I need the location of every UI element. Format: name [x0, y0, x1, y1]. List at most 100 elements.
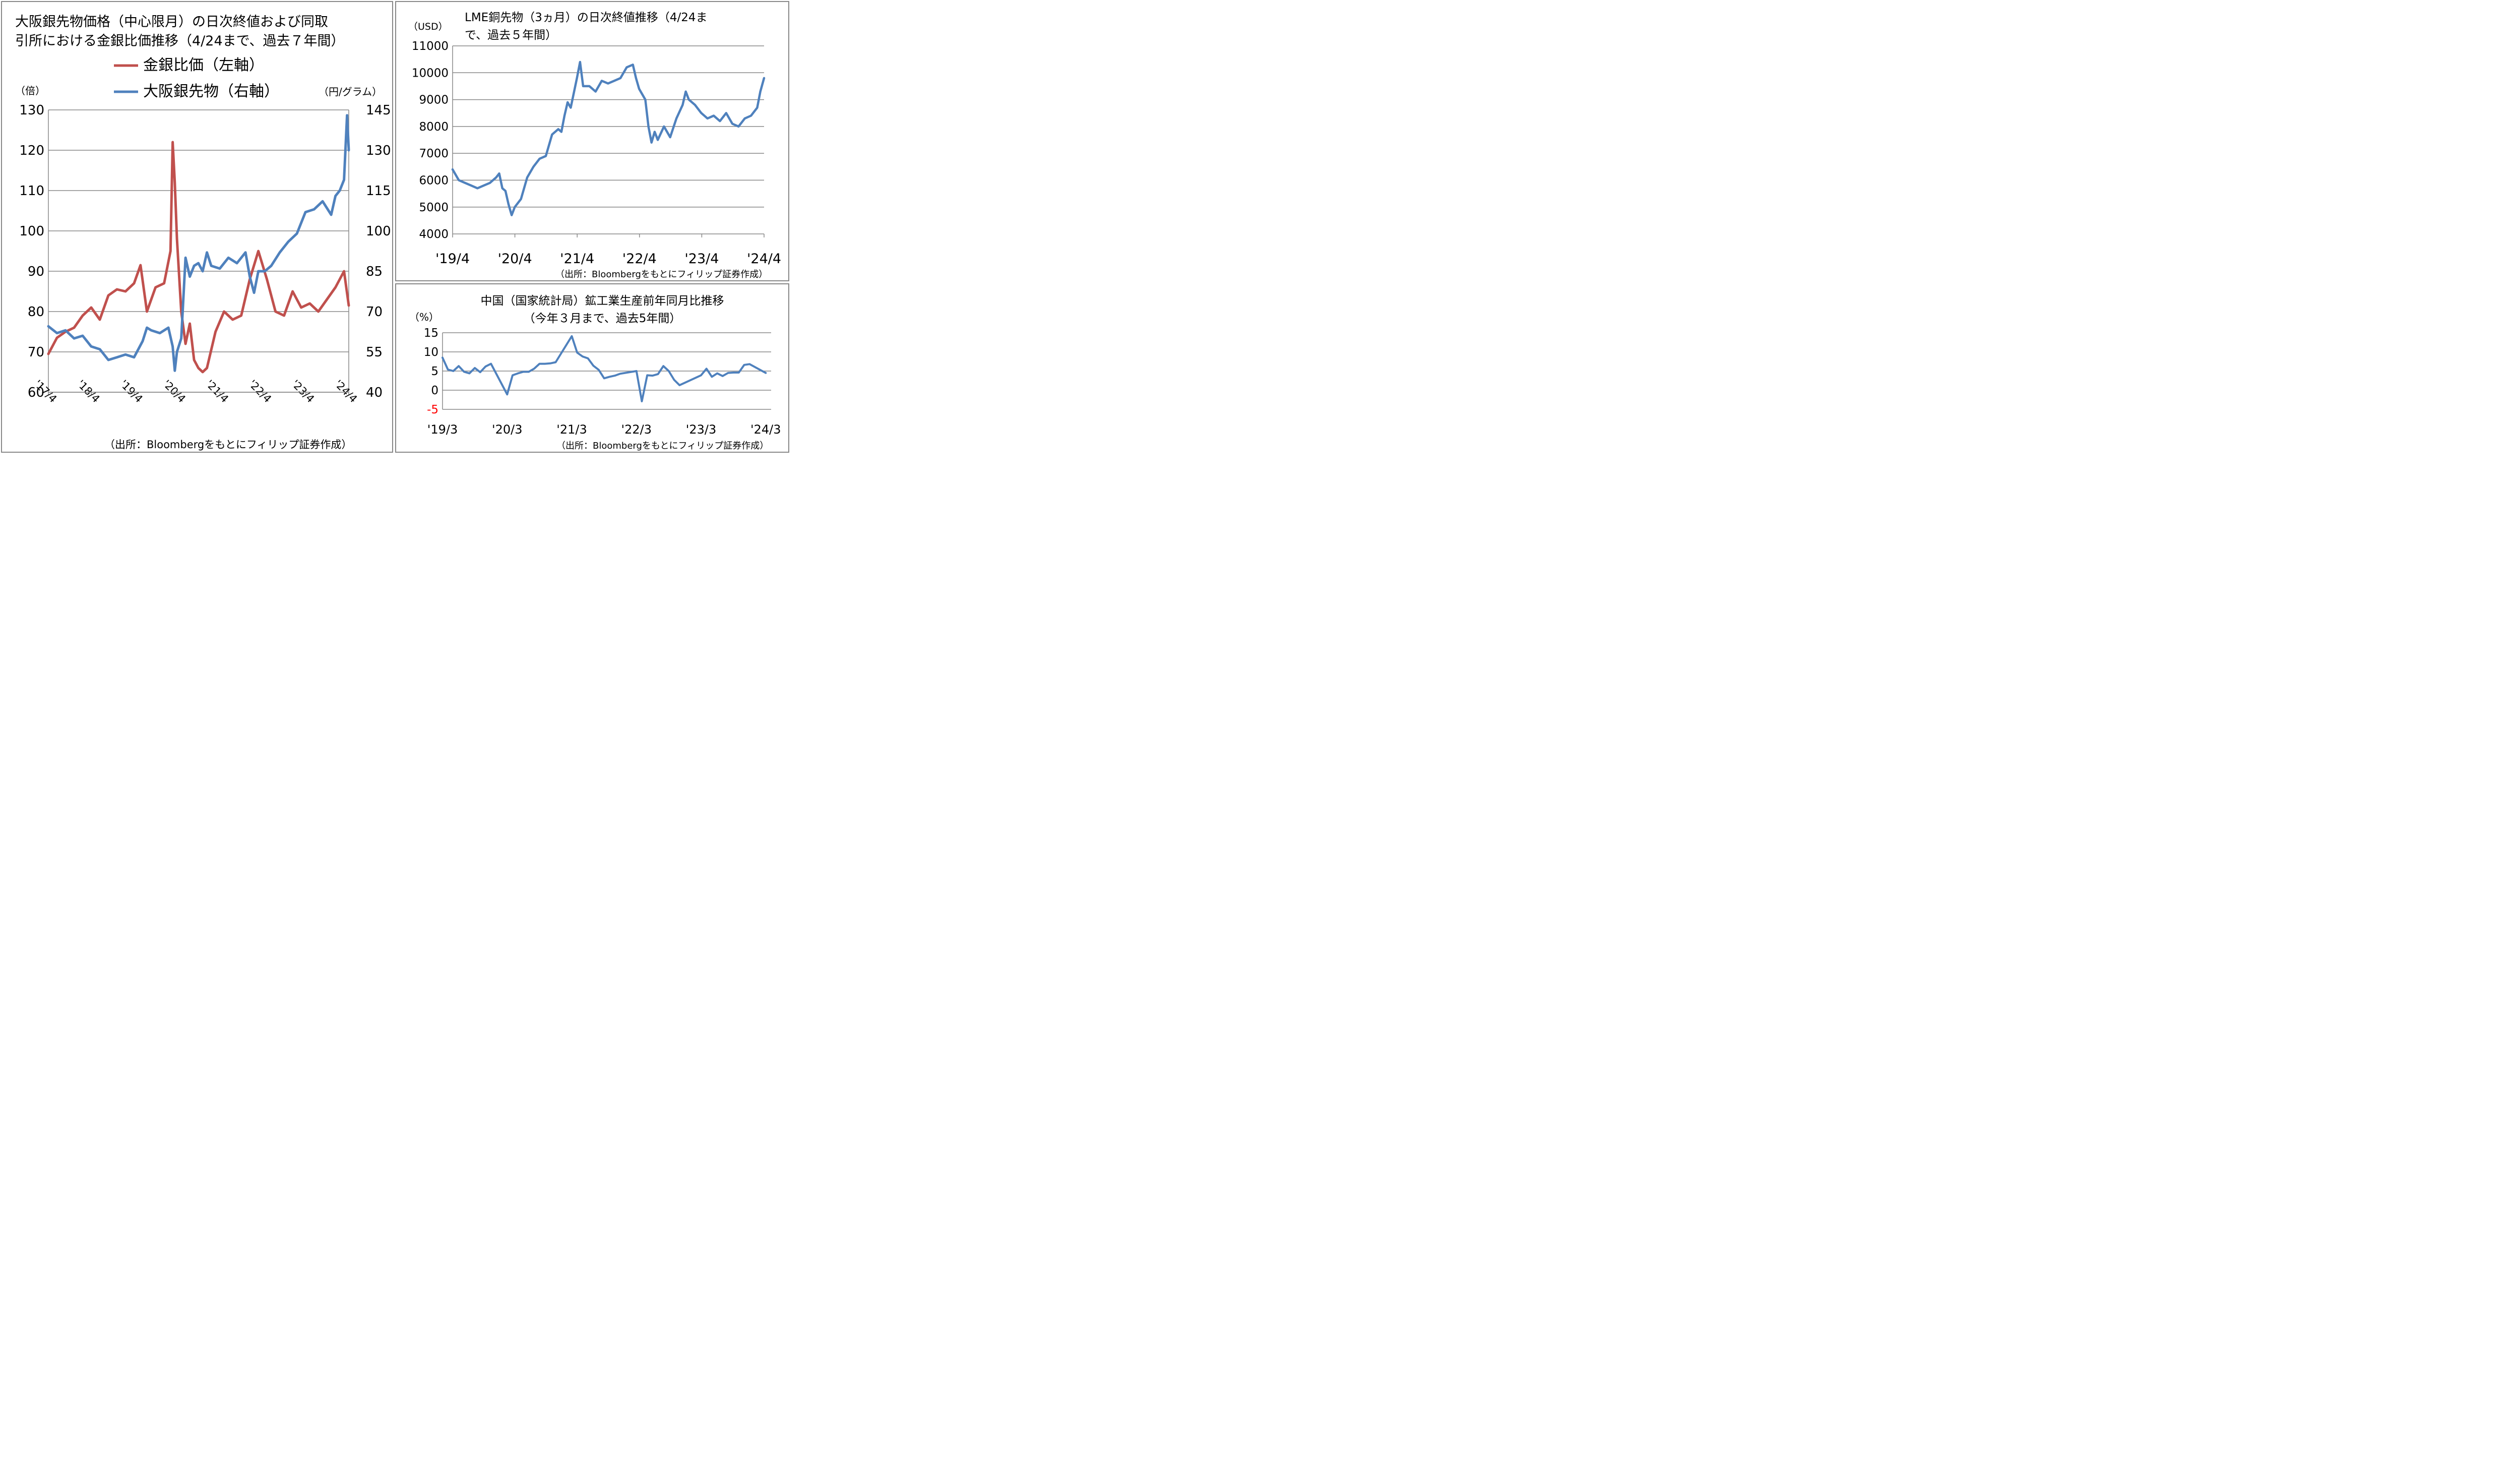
data-point	[557, 129, 559, 130]
x-tick-label: '24/3	[750, 422, 781, 437]
data-point	[189, 323, 191, 325]
data-point	[73, 338, 75, 339]
data-point	[206, 367, 208, 369]
data-point	[483, 185, 484, 187]
x-tick-label: '21/4	[204, 378, 231, 405]
data-point	[598, 369, 600, 371]
chart-title: 中国（国家統計局）鉱工業生産前年同月比推移	[481, 294, 724, 308]
data-point	[725, 112, 727, 114]
data-point	[760, 91, 761, 92]
data-point	[733, 372, 734, 374]
data-point	[82, 315, 84, 317]
data-point	[258, 270, 259, 272]
y-axis-unit: （%）	[409, 311, 439, 323]
x-tick-label: '21/4	[560, 251, 594, 267]
series-line	[451, 60, 766, 216]
data-point	[626, 67, 627, 68]
x-tick-label: '22/4	[246, 378, 274, 405]
data-point	[184, 343, 186, 345]
data-point	[150, 330, 152, 331]
data-point	[193, 359, 195, 361]
data-point	[458, 365, 460, 367]
x-tick-label: '23/3	[686, 422, 717, 437]
data-point	[146, 327, 148, 329]
data-point	[587, 357, 589, 359]
data-point	[99, 348, 101, 350]
y-tick-label: 110	[19, 184, 44, 199]
data-point	[477, 188, 478, 189]
chart-title: LME銅先物（3ヵ月）の日次終値推移（4/24ま	[465, 11, 707, 24]
data-point	[189, 276, 191, 277]
data-point	[654, 131, 656, 133]
series-line	[47, 141, 350, 374]
data-point	[202, 270, 204, 272]
y-tick-label: 7000	[419, 147, 449, 160]
data-point	[292, 290, 293, 292]
y-axis-unit-left: （倍）	[15, 85, 45, 97]
data-point	[463, 371, 465, 373]
data-point	[609, 376, 610, 378]
y-tick-label: 0	[431, 384, 438, 397]
data-point	[198, 367, 199, 369]
data-point	[258, 250, 259, 252]
data-point	[577, 352, 578, 353]
data-point	[133, 356, 135, 358]
data-point	[682, 104, 683, 106]
data-point	[663, 126, 665, 128]
data-point	[765, 372, 767, 374]
data-point	[313, 209, 315, 210]
data-point	[669, 137, 671, 138]
legend-label: 金銀比価（左軸）	[143, 56, 264, 74]
data-point	[193, 265, 195, 267]
data-point	[673, 379, 675, 381]
x-tick-label: '20/3	[492, 422, 523, 437]
data-point	[82, 335, 84, 337]
data-point	[635, 77, 637, 79]
data-point	[663, 365, 664, 367]
data-point	[343, 270, 345, 272]
data-point	[533, 368, 535, 370]
y-tick-label-right: 115	[366, 184, 391, 199]
data-point	[56, 332, 58, 334]
y-tick-label: 11000	[412, 40, 449, 53]
data-point	[253, 292, 255, 293]
lme-copper-chart-panel: LME銅先物（3ヵ月）の日次終値推移（4/24ま で、過去５年間） （USD） 400…	[395, 1, 789, 281]
data-point	[116, 288, 118, 290]
data-point	[544, 363, 546, 364]
data-point	[140, 264, 141, 266]
data-point	[335, 195, 336, 197]
data-point	[227, 257, 229, 259]
x-tick-label: '18/4	[75, 378, 102, 405]
data-point	[287, 241, 289, 242]
y-tick-label-right: 40	[366, 385, 383, 400]
x-tick-label: '20/4	[498, 251, 532, 267]
data-point	[65, 330, 67, 331]
y-tick-label-right: 100	[366, 224, 391, 239]
data-point	[688, 99, 689, 100]
data-point	[343, 179, 345, 180]
data-point	[539, 158, 540, 159]
data-point	[244, 252, 246, 253]
data-point	[184, 257, 186, 259]
data-point	[508, 204, 510, 205]
data-point	[107, 294, 109, 296]
data-point	[520, 198, 522, 200]
data-point	[551, 134, 553, 135]
data-point	[528, 371, 530, 373]
y-tick-label: 120	[19, 143, 44, 158]
data-point	[719, 120, 721, 122]
data-point	[731, 123, 733, 125]
data-point	[167, 327, 169, 329]
data-point	[304, 211, 306, 213]
data-point	[236, 262, 238, 264]
data-point	[264, 270, 266, 272]
data-point	[458, 179, 460, 181]
y-tick-label: -5	[427, 403, 438, 416]
data-point	[240, 315, 242, 317]
data-point	[685, 91, 686, 92]
data-point	[283, 315, 285, 317]
data-point	[326, 298, 328, 300]
data-point	[142, 340, 144, 342]
data-point	[479, 372, 481, 373]
data-point	[636, 370, 637, 372]
